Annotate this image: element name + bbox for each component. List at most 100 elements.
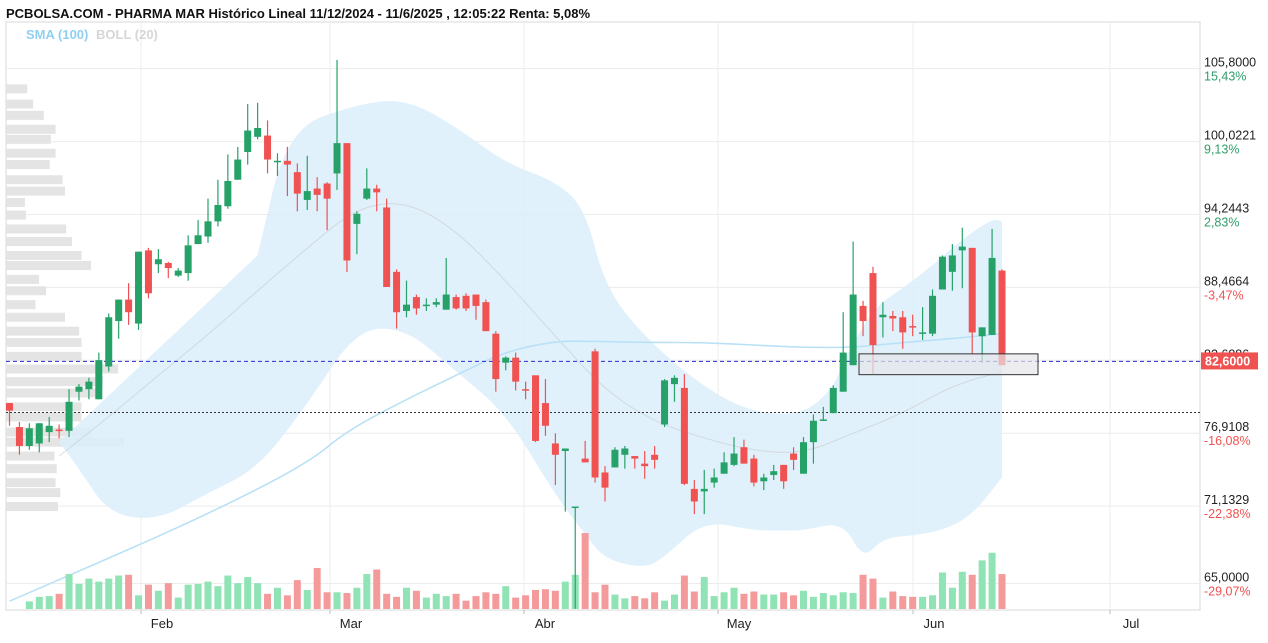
volume-bar <box>561 581 569 609</box>
volume-profile-bar <box>6 210 27 220</box>
volume-bar <box>323 592 331 609</box>
volume-bar <box>422 597 430 609</box>
y-tick-return-label: 9,13% <box>1204 143 1239 157</box>
volume-bar <box>333 592 341 609</box>
volume-profile-bar <box>6 197 25 207</box>
candle-body <box>958 246 966 251</box>
volume-bar <box>432 593 440 609</box>
volume-bar <box>95 581 103 609</box>
candle-body <box>492 333 500 380</box>
volume-profile-bar <box>6 337 82 347</box>
candle-body <box>135 251 143 324</box>
volume-bar <box>651 592 659 609</box>
volume-bar <box>869 578 877 609</box>
candle-body <box>780 464 788 482</box>
bollinger-bands <box>58 101 1003 566</box>
candle-body <box>512 357 520 382</box>
chart-title: PCBOLSA.COM - PHARMA MAR Histórico Linea… <box>6 6 591 21</box>
volume-bar <box>204 581 212 609</box>
candle-body <box>323 183 331 199</box>
volume-bar <box>55 593 63 609</box>
volume-bar <box>800 590 807 609</box>
y-tick-return-label: -29,07% <box>1204 585 1251 599</box>
volume-bar <box>35 596 43 609</box>
volume-bar <box>670 594 678 609</box>
volume-profile-bar <box>6 274 40 284</box>
volume-bar <box>273 587 281 609</box>
bollinger-band-area <box>59 101 1003 566</box>
volume-bar <box>919 596 927 609</box>
candle-body <box>571 506 579 509</box>
volume-bar <box>780 592 788 609</box>
volume-bar <box>591 592 599 609</box>
candle-body <box>839 352 847 392</box>
volume-bar <box>948 587 956 609</box>
candle-body <box>730 453 738 465</box>
candle-body <box>591 351 599 478</box>
indicator-legend: SMA (100) BOLL (20) <box>26 27 158 42</box>
candle-body <box>720 462 728 474</box>
candle-body <box>929 295 937 334</box>
volume-bar <box>363 574 371 609</box>
candle-body <box>938 256 946 290</box>
y-tick-label: 65,0000 <box>1204 571 1249 585</box>
volume-bar <box>631 596 639 609</box>
candle-body <box>740 447 748 464</box>
volume-bar <box>135 595 143 609</box>
candle-body <box>283 160 291 165</box>
candle-body <box>522 389 530 391</box>
candle-body <box>403 304 410 311</box>
volume-bar <box>373 569 381 609</box>
candle-body <box>95 360 103 400</box>
candle-body <box>661 380 669 425</box>
volume-bar <box>75 583 83 609</box>
legend-boll[interactable]: BOLL (20) <box>96 27 158 42</box>
candle-body <box>462 295 470 309</box>
volume-profile-bar <box>6 364 119 374</box>
candle-body <box>889 316 897 319</box>
volume-bar <box>482 592 490 609</box>
candle-body <box>125 299 133 313</box>
volume-bar <box>343 593 351 609</box>
volume-bar <box>442 596 450 609</box>
candle-body <box>254 127 262 137</box>
candle-body <box>25 428 33 446</box>
candle-body <box>343 143 351 261</box>
volume-bar <box>938 572 946 609</box>
candle-body <box>85 381 93 390</box>
current-price-badge <box>1201 352 1258 370</box>
volume-bar <box>929 595 937 609</box>
candle-body <box>879 314 887 318</box>
candle-body <box>551 443 559 455</box>
candle-body <box>65 401 73 431</box>
candle-body <box>819 419 827 421</box>
volume-bar <box>125 574 133 609</box>
candle-body <box>264 135 272 160</box>
candle-body <box>422 304 430 307</box>
candle-body <box>144 250 152 294</box>
volume-bar <box>740 593 748 609</box>
volume-profile-bar <box>6 99 34 109</box>
volume-profile-bar <box>6 224 67 234</box>
volume-bar <box>532 590 540 609</box>
y-tick-label: 100,0221 <box>1204 129 1256 143</box>
candle-body <box>154 259 162 265</box>
sma-line <box>9 332 1003 602</box>
volume-bar <box>700 577 708 609</box>
volume-bar <box>472 596 480 609</box>
x-tick-label: Mar <box>340 616 363 631</box>
legend-sma[interactable]: SMA (100) <box>26 27 89 42</box>
volume-profile-bar <box>6 377 103 387</box>
volume-profile-bar <box>6 388 100 398</box>
candle-body <box>809 420 817 443</box>
volume-bar <box>264 593 272 609</box>
volume-profile-bar <box>6 478 56 488</box>
candle-body <box>293 172 301 194</box>
volume-profile-bar <box>6 175 63 185</box>
candle-body <box>502 357 510 363</box>
volume-profile-bar <box>6 250 82 260</box>
volume-profile-bar <box>6 326 80 336</box>
volume-bar <box>710 596 718 609</box>
